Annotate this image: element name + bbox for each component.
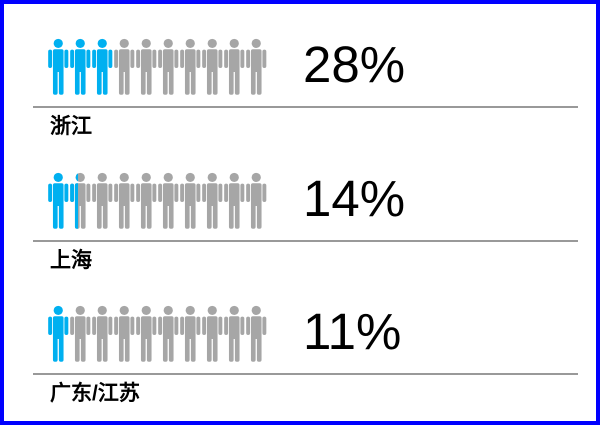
person-icon-partial — [70, 172, 91, 230]
person-icon-empty — [224, 38, 245, 96]
row-divider — [33, 373, 578, 375]
person-icon — [180, 305, 201, 362]
person-icons-strip — [48, 38, 267, 96]
person-icon — [92, 38, 113, 95]
person-icon — [224, 38, 245, 95]
person-icon — [158, 172, 179, 229]
person-icon-filled — [48, 172, 69, 230]
person-icon-empty — [246, 172, 267, 230]
person-icon-empty — [224, 305, 245, 363]
person-icon — [136, 38, 157, 95]
person-icon — [136, 172, 157, 229]
person-icon — [48, 38, 69, 95]
person-icon-empty — [180, 305, 201, 363]
person-icon-empty — [180, 38, 201, 96]
person-icon — [48, 172, 69, 229]
person-icon-empty — [246, 38, 267, 96]
person-icon — [92, 305, 113, 362]
person-icon — [92, 172, 113, 229]
person-icon — [70, 38, 91, 95]
percent-label: 28% — [303, 36, 406, 93]
person-icons-strip — [48, 305, 267, 363]
person-icon-empty — [136, 305, 157, 363]
person-icon-filled — [48, 305, 69, 363]
percent-label: 14% — [303, 170, 406, 227]
person-icon — [202, 305, 223, 362]
person-icon-empty — [92, 305, 113, 363]
person-icon — [224, 305, 245, 362]
person-icon — [158, 305, 179, 362]
person-icons-strip — [48, 172, 267, 230]
person-icon-empty — [158, 305, 179, 363]
person-icon — [202, 172, 223, 229]
person-icon — [158, 38, 179, 95]
person-icon-empty — [136, 38, 157, 96]
person-icon-filled — [70, 38, 91, 96]
person-icon-empty — [114, 305, 135, 363]
person-icon — [136, 305, 157, 362]
person-icon — [48, 305, 69, 362]
person-icon — [70, 173, 79, 229]
person-icon-empty — [92, 172, 113, 230]
row-divider — [33, 240, 578, 242]
person-icon — [114, 305, 135, 362]
person-icon-empty — [114, 172, 135, 230]
person-icon — [114, 38, 135, 95]
person-icon — [246, 172, 267, 229]
person-icon — [70, 305, 91, 362]
person-icon-empty — [202, 38, 223, 96]
person-icon-empty — [180, 172, 201, 230]
person-icon-empty — [202, 305, 223, 363]
person-icon-empty — [158, 38, 179, 96]
person-icon-empty — [224, 172, 245, 230]
person-icon-empty — [136, 172, 157, 230]
row-divider — [33, 106, 578, 108]
person-icon-empty — [246, 305, 267, 363]
person-icon-empty — [202, 172, 223, 230]
person-icon-empty — [114, 38, 135, 96]
pictogram-row: 14% 上海 — [4, 172, 596, 282]
person-icon — [114, 172, 135, 229]
person-icon — [246, 38, 267, 95]
person-icon-empty — [70, 305, 91, 363]
person-icon — [246, 305, 267, 362]
person-icon — [224, 172, 245, 229]
person-icon — [202, 38, 223, 95]
person-icon-filled — [92, 38, 113, 96]
person-icon-empty — [158, 172, 179, 230]
pictogram-row: 11% 广东/江苏 — [4, 305, 596, 415]
percent-label: 11% — [303, 303, 402, 360]
person-icon-filled — [48, 38, 69, 96]
region-label: 上海 — [50, 249, 92, 272]
person-icon — [180, 172, 201, 229]
region-label: 广东/江苏 — [50, 382, 140, 405]
person-icon — [180, 38, 201, 95]
pictogram-row: 28% 浙江 — [4, 38, 596, 148]
region-label: 浙江 — [50, 115, 92, 138]
